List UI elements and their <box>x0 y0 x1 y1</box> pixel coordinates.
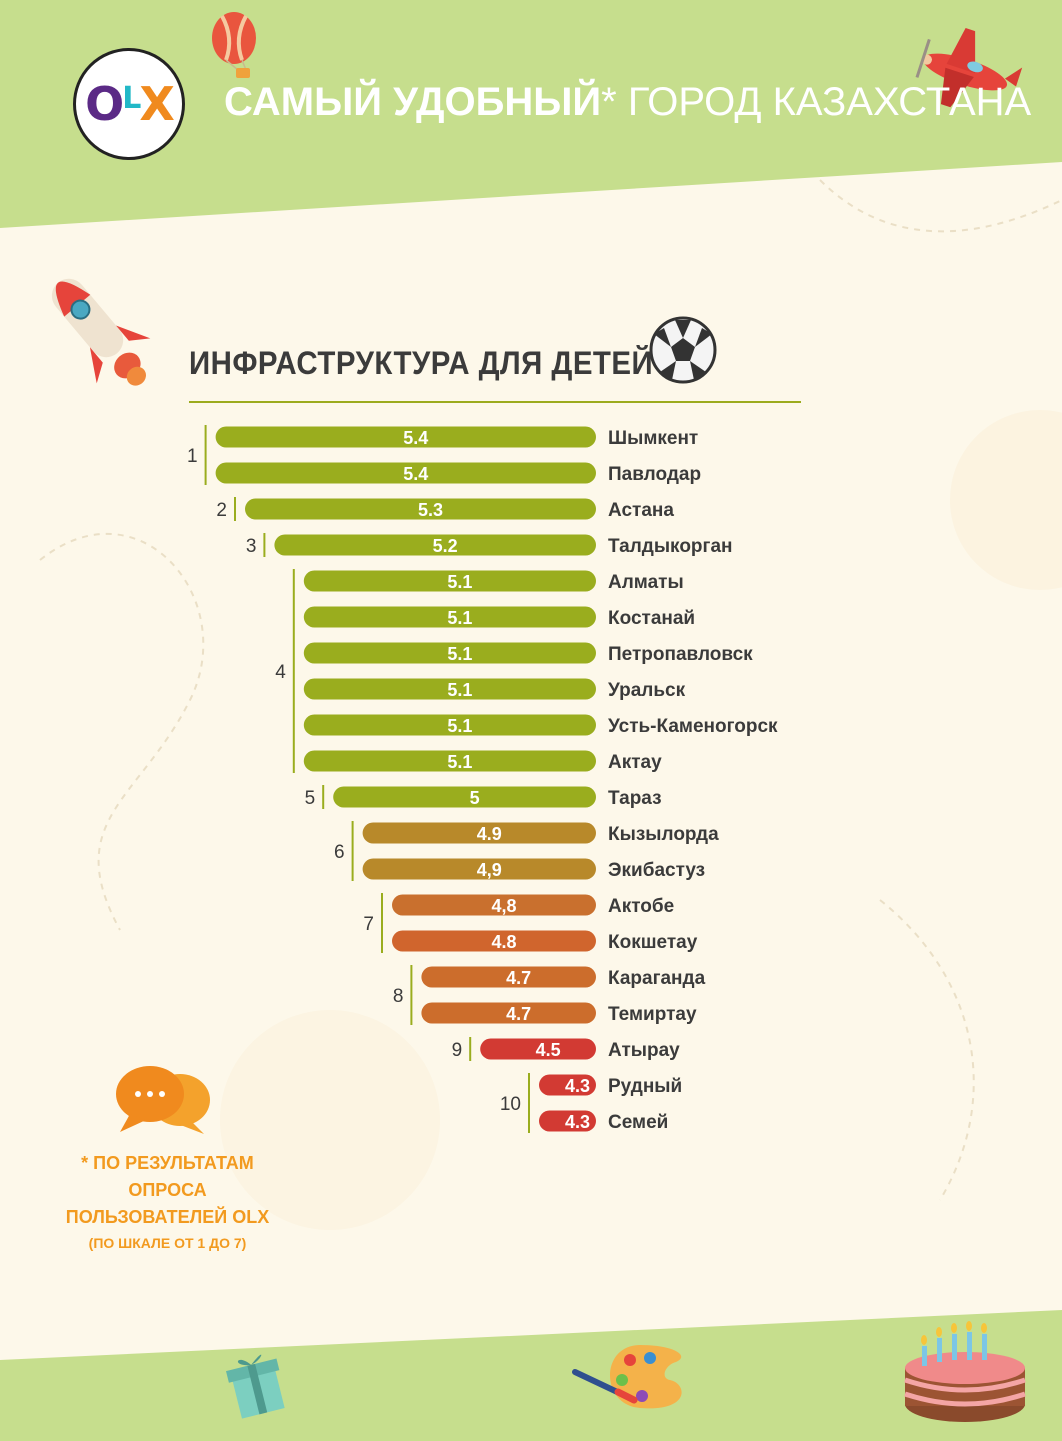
category-label: Караганда <box>608 968 706 989</box>
bar-value-label: 4.9 <box>477 824 502 844</box>
bar <box>421 1002 596 1024</box>
bar-value-label: 4,8 <box>491 896 516 916</box>
rank-label: 1 <box>187 446 198 467</box>
category-label: Павлодар <box>608 464 701 485</box>
footnote-line-1: * ПО РЕЗУЛЬТАТАМ <box>81 1153 254 1173</box>
bar <box>333 786 596 808</box>
footnote-line-3: ПОЛЬЗОВАТЕЛЕЙ OLX <box>65 1207 270 1227</box>
bar-value-label: 4,9 <box>477 860 502 880</box>
rank-label: 9 <box>452 1040 463 1061</box>
bar-value-label: 5 <box>470 788 480 808</box>
bar-value-label: 5.4 <box>403 464 428 484</box>
logo-letter-l: L <box>122 80 141 116</box>
bar <box>392 930 596 952</box>
chat-bubbles-icon <box>116 1066 210 1134</box>
category-label: Тараз <box>608 788 662 809</box>
bar-value-label: 5.1 <box>447 680 472 700</box>
bar-value-label: 5.3 <box>418 500 443 520</box>
rank-label: 7 <box>363 914 374 935</box>
bar <box>480 1038 596 1060</box>
rank-label: 4 <box>275 662 286 683</box>
bar <box>215 462 596 484</box>
bar <box>245 498 596 520</box>
category-label: Экибастуз <box>608 860 705 881</box>
category-label: Талдыкорган <box>608 536 732 557</box>
bar <box>274 534 596 556</box>
category-label: Темиртау <box>608 1004 697 1025</box>
airplane-icon <box>915 28 1023 108</box>
bar-value-label: 5.1 <box>447 572 472 592</box>
bar <box>215 426 596 448</box>
category-label: Кокшетау <box>608 932 698 953</box>
bar-value-label: 4.7 <box>506 1004 531 1024</box>
bar-value-label: 5.2 <box>433 536 458 556</box>
birthday-cake-icon <box>904 1321 1026 1422</box>
gift-box-icon <box>225 1354 285 1419</box>
page-title-strong: САМЫЙ УДОБНЫЙ <box>224 80 602 124</box>
bar-value-label: 4.5 <box>536 1040 561 1060</box>
bar-value-label: 5.1 <box>447 608 472 628</box>
rank-label: 10 <box>500 1094 521 1115</box>
logo-letter-o: O <box>85 77 124 131</box>
bar-value-label: 5.1 <box>447 752 472 772</box>
category-label: Актобе <box>608 896 674 917</box>
bar <box>303 642 596 664</box>
category-label: Костанай <box>608 608 695 629</box>
category-label: Кызылорда <box>608 824 719 845</box>
category-label: Шымкент <box>608 428 698 449</box>
bar <box>539 1110 596 1132</box>
rank-label: 3 <box>246 536 257 557</box>
bar-value-label: 4.8 <box>491 932 516 952</box>
category-label: Петропавловск <box>608 644 753 665</box>
category-label: Атырау <box>608 1040 680 1061</box>
logo-letter-x: X <box>139 77 174 131</box>
chart-title: ИНФРАСТРУКТУРА ДЛЯ ДЕТЕЙ <box>189 345 654 381</box>
category-label: Семей <box>608 1112 668 1133</box>
hot-air-balloon-icon <box>212 12 256 78</box>
category-label: Усть-Каменогорск <box>608 716 778 737</box>
footnote-line-2: ОПРОСА <box>128 1180 207 1200</box>
bar <box>362 858 596 880</box>
rank-label: 8 <box>393 986 404 1007</box>
category-label: Уральск <box>608 680 686 701</box>
bar <box>303 606 596 628</box>
category-label: Астана <box>608 500 674 521</box>
bar <box>303 750 596 772</box>
rocket-icon <box>51 278 151 386</box>
bar <box>392 894 596 916</box>
category-label: Актау <box>608 752 662 773</box>
title-underline <box>189 401 801 403</box>
bar <box>303 678 596 700</box>
footnote-scale: (ПО ШКАЛЕ ОТ 1 ДО 7) <box>88 1235 247 1251</box>
page-title: САМЫЙ УДОБНЫЙ* ГОРОД КАЗАХСТАНА <box>224 80 1031 125</box>
paint-palette-icon <box>572 1345 682 1409</box>
bar-value-label: 4.7 <box>506 968 531 988</box>
category-label: Алматы <box>608 572 684 593</box>
bar-value-label: 4.3 <box>565 1076 590 1096</box>
bar <box>303 570 596 592</box>
category-label: Рудный <box>608 1076 682 1097</box>
bar-value-label: 5.1 <box>447 716 472 736</box>
bar-value-label: 5.4 <box>403 428 428 448</box>
bar <box>362 822 596 844</box>
bar <box>421 966 596 988</box>
rank-label: 2 <box>216 500 227 521</box>
rank-label: 5 <box>305 788 316 809</box>
page-title-light: * ГОРОД КАЗАХСТАНА <box>601 80 1032 124</box>
bar-value-label: 4.3 <box>565 1112 590 1132</box>
footnote: * ПО РЕЗУЛЬТАТАМ ОПРОСА ПОЛЬЗОВАТЕЛЕЙ OL… <box>60 1150 275 1255</box>
soccer-ball-icon <box>649 316 717 384</box>
bar <box>303 714 596 736</box>
bar <box>539 1074 596 1096</box>
rank-label: 6 <box>334 842 345 863</box>
bar-value-label: 5.1 <box>447 644 472 664</box>
